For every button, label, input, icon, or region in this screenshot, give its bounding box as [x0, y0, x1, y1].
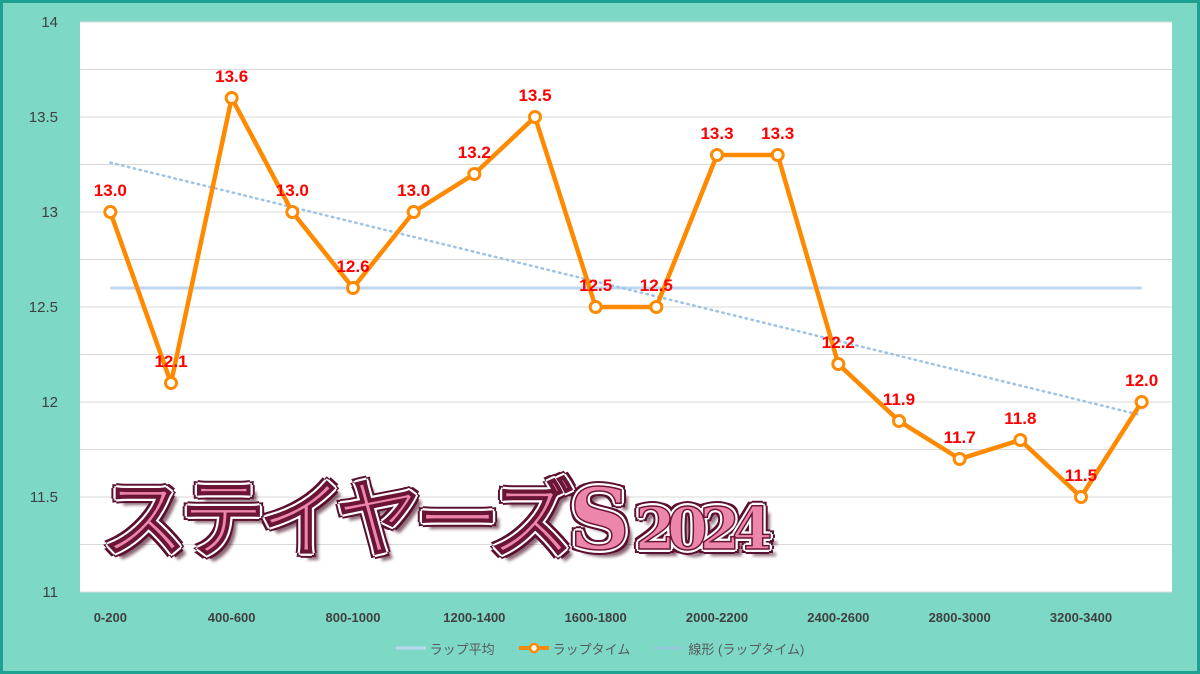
data-label: 13.6: [215, 67, 248, 86]
x-tick-label: 800-1000: [326, 610, 381, 625]
lap-time-marker: [528, 110, 542, 124]
y-tick-label: 13: [41, 204, 58, 221]
y-tick-label: 12: [41, 394, 58, 411]
y-tick-label: 13.5: [29, 109, 58, 126]
legend-item-average: ラップ平均: [395, 639, 495, 658]
lap-time-marker: [1134, 395, 1149, 409]
lap-time-line: [108, 95, 1144, 500]
lap-time-marker: [1074, 490, 1088, 504]
legend-swatch-average: [395, 646, 426, 650]
data-label: 11.9: [883, 390, 915, 409]
lap-time-marker: [649, 300, 664, 314]
legend-item-lap-time: ラップタイム: [518, 639, 631, 658]
data-label: 12.1: [154, 352, 187, 371]
lap-time-marker: [710, 148, 724, 162]
x-tick-label: 400-600: [208, 610, 256, 625]
legend-item-trend: 線形 (ラップタイム): [654, 639, 804, 658]
data-label: 11.5: [1065, 466, 1097, 485]
lap-time-marker: [588, 300, 603, 314]
legend-label-trend: 線形 (ラップタイム): [688, 641, 805, 657]
y-tick-label: 12.5: [29, 299, 58, 316]
race-title-name: ステイヤーズS: [101, 470, 630, 569]
lap-time-marker: [952, 452, 967, 466]
legend-swatch-trend: [654, 646, 685, 650]
data-label: 12.0: [1125, 371, 1158, 390]
data-label: 12.6: [336, 257, 369, 276]
race-title-logo: ステイヤーズS 2024: [101, 470, 773, 569]
legend-label-average: ラップ平均: [429, 641, 495, 657]
legend-label-lap-time: ラップタイム: [552, 641, 631, 657]
lap-time-marker: [103, 205, 118, 219]
x-tick-label: 2000-2200: [686, 610, 748, 625]
lap-time-marker: [467, 167, 482, 181]
data-label: 13.2: [458, 143, 491, 162]
y-tick-label: 11.5: [30, 489, 58, 506]
lap-time-marker: [164, 376, 178, 390]
lap-time-marker: [285, 205, 300, 219]
lap-time-marker: [831, 357, 846, 371]
x-tick-label: 2400-2600: [807, 610, 869, 625]
race-title-year: 2024: [634, 495, 773, 563]
lap-time-marker: [406, 205, 421, 219]
data-label: 12.2: [822, 333, 855, 352]
data-label: 13.0: [94, 181, 127, 200]
x-tick-label: 1600-1800: [565, 610, 627, 625]
lap-time-marker: [1013, 433, 1028, 447]
y-tick-label: 11: [42, 584, 58, 601]
data-label: 13.3: [761, 124, 794, 143]
x-tick-label: 1200-1400: [443, 610, 505, 625]
data-label: 12.5: [579, 276, 612, 295]
lap-time-marker: [770, 148, 785, 162]
y-tick-label: 14: [41, 14, 58, 31]
x-tick-label: 3200-3400: [1050, 610, 1112, 625]
data-label: 11.7: [944, 428, 976, 447]
data-label: 13.0: [276, 181, 309, 200]
data-label: 13.0: [397, 181, 430, 200]
x-tick-label: 2800-3000: [929, 610, 991, 625]
lap-time-marker: [892, 414, 906, 428]
data-label: 12.5: [640, 276, 673, 295]
x-tick-label: 0-200: [94, 610, 127, 625]
data-label: 11.8: [1004, 409, 1036, 428]
data-label: 13.3: [700, 124, 733, 143]
legend-swatch-lap-time: [518, 642, 549, 654]
data-label: 13.5: [518, 86, 551, 105]
lap-time-marker: [224, 91, 239, 105]
legend: ラップ平均 ラップタイム 線形 (ラップタイム): [0, 638, 1200, 658]
lap-time-marker: [346, 281, 360, 295]
